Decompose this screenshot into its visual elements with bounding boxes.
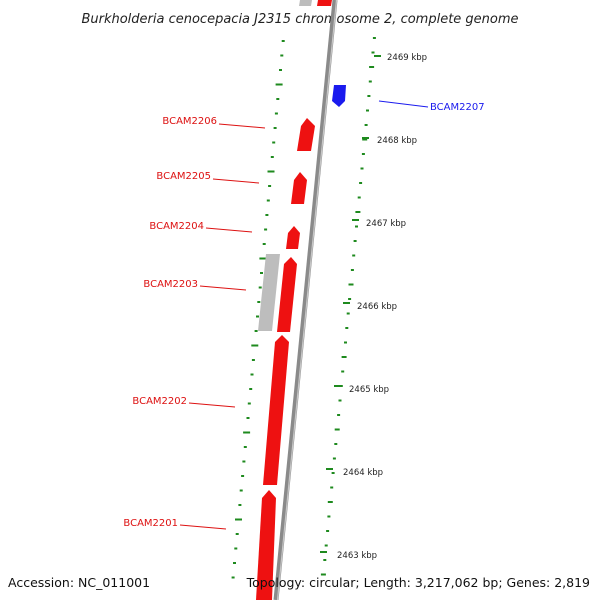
gene-bcam2203[interactable]	[277, 257, 297, 332]
scale-ticks: 2469 kbp 2468 kbp 2467 kbp 2466 kbp 2465…	[320, 53, 427, 561]
gene-label-bcam2207[interactable]: BCAM2207	[430, 102, 485, 113]
topology-text: Topology: circular; Length: 3,217,062 bp…	[246, 575, 590, 590]
tick-label-2463: 2463 kbp	[337, 551, 377, 561]
accession-text: Accession: NC_011001	[8, 575, 150, 590]
gene-label-bcam2204[interactable]: BCAM2204	[149, 221, 204, 232]
tick-label-2467: 2467 kbp	[366, 219, 406, 229]
gene-label-bcam2206[interactable]: BCAM2206	[162, 116, 217, 127]
gene-label-bcam2202[interactable]: BCAM2202	[132, 396, 187, 407]
gene-track	[256, 85, 346, 600]
gene-label-bcam2205[interactable]: BCAM2205	[156, 171, 211, 182]
pseudo-feature-bcam2203	[258, 254, 280, 331]
gc-content-track	[231, 37, 376, 579]
tick-label-2466: 2466 kbp	[357, 302, 397, 312]
gene-bcam2201[interactable]	[256, 490, 276, 600]
chromosome-backbone	[273, 0, 338, 600]
gene-label-bcam2201[interactable]: BCAM2201	[123, 518, 178, 529]
partial-features-top	[299, 0, 332, 6]
gene-bcam2206[interactable]	[297, 118, 315, 151]
tick-label-2465: 2465 kbp	[349, 385, 389, 395]
gene-bcam2207[interactable]	[332, 85, 346, 107]
map-title: Burkholderia cenocepacia J2315 chromosom…	[81, 12, 518, 27]
gene-bcam2205[interactable]	[291, 172, 307, 204]
gene-bcam2202[interactable]	[263, 335, 289, 485]
gene-bcam2204[interactable]	[286, 226, 300, 249]
tick-label-2468: 2468 kbp	[377, 136, 417, 146]
tick-label-2464: 2464 kbp	[343, 468, 383, 478]
tick-label-2469: 2469 kbp	[387, 53, 427, 63]
gene-labels: BCAM2207 BCAM2206 BCAM2205 BCAM2204 BCAM…	[123, 100, 485, 530]
gene-label-bcam2203[interactable]: BCAM2203	[143, 279, 198, 290]
